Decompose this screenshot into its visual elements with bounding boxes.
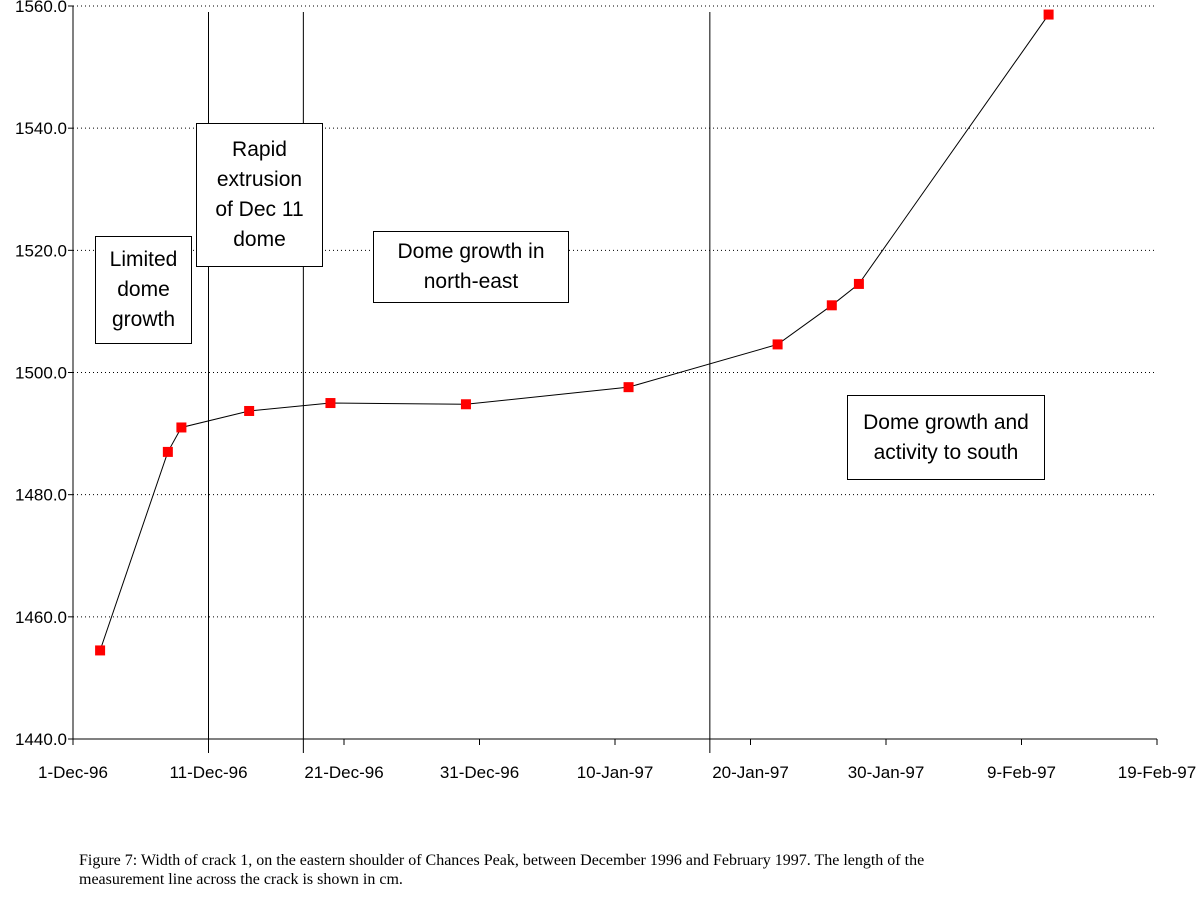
data-point-marker bbox=[162, 446, 173, 457]
annotation-rapid-extrusion: Rapid extrusion of Dec 11 dome bbox=[196, 123, 323, 267]
data-point-marker bbox=[95, 645, 106, 656]
series-markers bbox=[95, 9, 1054, 656]
x-tick-label: 20-Jan-97 bbox=[712, 763, 789, 782]
x-tick-label: 30-Jan-97 bbox=[848, 763, 925, 782]
data-point-marker bbox=[176, 422, 187, 433]
series-line bbox=[99, 14, 1050, 651]
gridlines bbox=[73, 5, 1157, 618]
data-point-marker bbox=[244, 405, 255, 416]
annotation-dome-growth-south: Dome growth and activity to south bbox=[847, 395, 1045, 480]
data-point-marker bbox=[460, 399, 471, 410]
x-tick-label: 9-Feb-97 bbox=[987, 763, 1056, 782]
y-tick-label: 1560.0 bbox=[15, 0, 67, 16]
x-tick-label: 10-Jan-97 bbox=[577, 763, 654, 782]
data-point-marker bbox=[826, 300, 837, 311]
y-tick-label: 1440.0 bbox=[15, 730, 67, 749]
x-tick-label: 19-Feb-97 bbox=[1118, 763, 1196, 782]
data-point-marker bbox=[623, 382, 634, 393]
data-point-marker bbox=[853, 278, 864, 289]
y-tick-label: 1540.0 bbox=[15, 119, 67, 138]
annotation-dome-growth-north-east: Dome growth in north-east bbox=[373, 231, 569, 303]
axes: 1440.0 1460.0 1480.0 1500.0 1520.0 1540.0 1560… bbox=[15, 0, 1196, 782]
x-tick-label: 31-Dec-96 bbox=[440, 763, 519, 782]
x-tick-label: 11-Dec-96 bbox=[169, 763, 247, 782]
y-tick-label: 1460.0 bbox=[15, 608, 67, 627]
data-point-marker bbox=[1043, 9, 1054, 20]
figure-caption: Figure 7: Width of crack 1, on the easte… bbox=[79, 852, 925, 888]
data-point-marker bbox=[772, 339, 783, 350]
x-tick-label: 1-Dec-96 bbox=[38, 763, 108, 782]
y-tick-label: 1520.0 bbox=[15, 241, 67, 260]
series-line-path bbox=[99, 14, 1050, 651]
y-tick-label: 1500.0 bbox=[15, 364, 67, 383]
x-tick-label: 21-Dec-96 bbox=[304, 763, 383, 782]
data-point-marker bbox=[325, 398, 336, 409]
annotation-limited-dome-growth: Limited dome growth bbox=[95, 236, 192, 344]
crack-width-chart: 1440.0 1460.0 1480.0 1500.0 1520.0 1540.0 1560… bbox=[15, 0, 1196, 782]
y-tick-label: 1480.0 bbox=[15, 486, 67, 505]
